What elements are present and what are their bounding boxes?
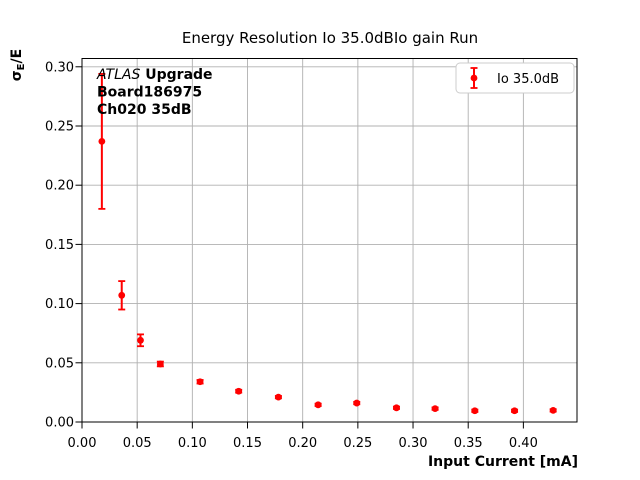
- x-tick-label: 0.25: [343, 436, 372, 451]
- data-point: [471, 407, 479, 415]
- data-point: [156, 360, 164, 368]
- legend-box[interactable]: Io 35.0dB: [455, 62, 575, 94]
- y-tick-label: 0.05: [45, 356, 74, 371]
- data-point: [137, 336, 144, 344]
- x-tick-label: 0.05: [123, 436, 152, 451]
- legend-frame: [455, 62, 575, 94]
- data-point: [393, 404, 400, 412]
- x-tick-label: 0.15: [233, 436, 262, 451]
- y-tick-label: 0.25: [45, 119, 74, 134]
- y-tick-label: 0.10: [45, 297, 74, 312]
- plot-border: [81, 58, 578, 423]
- data-point: [549, 406, 557, 414]
- x-tick-label: 0.40: [509, 436, 538, 451]
- data-point: [431, 405, 439, 413]
- data-point: [196, 378, 204, 386]
- x-tick-label: 0.10: [178, 436, 207, 451]
- chart-title: Energy Resolution Io 35.0dBIo gain Run: [182, 29, 478, 47]
- data-point: [275, 393, 282, 401]
- x-tick-label: 0.35: [454, 436, 483, 451]
- y-tick-label: 0.15: [45, 238, 74, 253]
- annotation-line-3: Ch020 35dB: [97, 102, 192, 118]
- x-tick-label: 0.20: [288, 436, 317, 451]
- x-tick-label: 0.30: [399, 436, 428, 451]
- data-point: [235, 387, 243, 395]
- x-tick-label: 0.00: [68, 436, 97, 451]
- data-point: [353, 399, 361, 407]
- data-series: [98, 72, 557, 415]
- data-point: [98, 137, 106, 145]
- x-axis-label: Input Current [mA]: [428, 454, 578, 470]
- legend-marker-dot: [470, 74, 478, 82]
- annotation-line-2: Board186975: [97, 85, 202, 101]
- data-point: [118, 291, 126, 299]
- annotation-line-1: ATLAS Upgrade: [96, 67, 213, 83]
- grid-lines: [81, 58, 577, 423]
- data-point: [511, 407, 518, 415]
- legend-label: Io 35.0dB: [497, 72, 559, 87]
- y-tick-label: 0.30: [45, 60, 74, 75]
- y-axis-label-text: σE/E: [9, 49, 27, 81]
- axis-ticks: [75, 66, 524, 429]
- y-axis-label: σE/E: [9, 49, 27, 81]
- y-tick-label: 0.20: [45, 179, 74, 194]
- tick-labels: 0.00 0.05 0.10 0.15 0.20 0.25 0.30 0.35 0.40 0.00…: [45, 60, 538, 451]
- legend-errorbar-icon: [470, 67, 478, 89]
- y-tick-label: 0.00: [45, 416, 74, 431]
- data-point: [314, 401, 322, 409]
